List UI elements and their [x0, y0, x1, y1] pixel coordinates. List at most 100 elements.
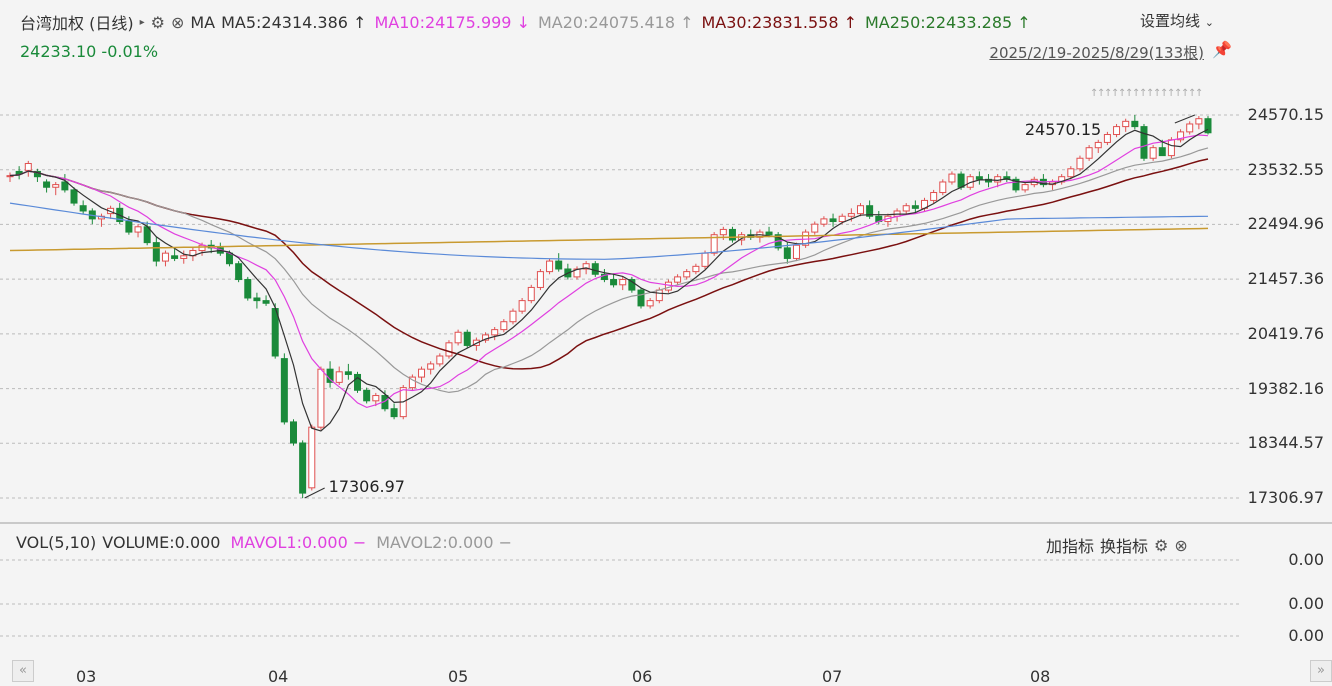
- candle-body: [1158, 147, 1166, 157]
- volume-y-tick: 0.00: [1288, 550, 1324, 569]
- x-tick-label: 05: [448, 667, 469, 686]
- volume-values: VOLUME:0.000 MAVOL1:0.000 − MAVOL2:0.000 −: [102, 533, 522, 552]
- candle-body: [847, 213, 855, 217]
- candle-body: [628, 279, 636, 291]
- set-ma-label: 设置均线: [1139, 12, 1200, 30]
- low-arrow: [304, 487, 325, 499]
- play-arrow-icon[interactable]: ▸: [139, 16, 145, 28]
- candle-body: [655, 289, 663, 302]
- ma-values: MA5:24314.386 ↑ MA10:24175.999 ↓ MA20:2407…: [221, 13, 1039, 32]
- candle-body: [344, 371, 352, 375]
- high-arrow: [1174, 114, 1196, 124]
- candle-body: [1149, 147, 1157, 159]
- candle-body: [1167, 139, 1175, 157]
- gear-icon[interactable]: ⚙: [1154, 535, 1169, 555]
- ma20-line: [9, 147, 1209, 394]
- x-tick-label: 03: [76, 667, 97, 686]
- candle-body: [454, 331, 462, 344]
- indicator-buttons: 加指标 换指标 ⚙ ⊗: [1046, 533, 1194, 557]
- candle-body: [930, 192, 938, 201]
- candle-body: [1204, 118, 1212, 134]
- pin-icon[interactable]: 📌: [1212, 40, 1232, 59]
- add-indicator-button[interactable]: 加指标: [1046, 537, 1095, 556]
- candle-body: [408, 376, 416, 389]
- candle-body: [280, 358, 288, 423]
- volume-header: VOL(5,10) VOLUME:0.000 MAVOL1:0.000 − MAVO…: [16, 533, 528, 552]
- marker-arrow: ↑: [1132, 88, 1140, 99]
- marker-arrow: ↑: [1111, 88, 1119, 99]
- ma30-line: [9, 158, 1209, 370]
- gear-icon[interactable]: ⚙: [150, 12, 165, 32]
- chart-header: 台湾加权 (日线) ▸ ⚙ ⊗ MA MA5:24314.386 ↑ MA10:2…: [20, 10, 1045, 34]
- scroll-right-button[interactable]: »: [1310, 660, 1332, 682]
- marker-arrow: ↑: [1097, 88, 1105, 99]
- set-ma-button[interactable]: 设置均线 ⌄: [1140, 10, 1214, 31]
- marker-arrow: ↑: [1160, 88, 1168, 99]
- ma-value-2: MA20:24075.418 ↑: [537, 12, 694, 32]
- candle-body: [582, 263, 590, 270]
- candle-body: [527, 286, 535, 302]
- y-tick-label: 20419.76: [1247, 323, 1324, 343]
- ma-value-3: MA30:23831.558 ↑: [701, 12, 857, 32]
- candle-body: [536, 271, 544, 288]
- candle-body: [719, 228, 727, 236]
- date-range[interactable]: 2025/2/19-2025/8/29(133根): [989, 44, 1204, 62]
- candle-body: [1012, 178, 1020, 191]
- candle-body: [1094, 141, 1102, 149]
- candle-body: [674, 276, 682, 283]
- candle-body: [152, 242, 160, 262]
- y-tick-label: 21457.36: [1247, 269, 1324, 289]
- y-tick-label: 18344.57: [1247, 433, 1324, 453]
- candle-body: [198, 244, 206, 252]
- candle-body: [125, 221, 133, 233]
- candle-body: [948, 173, 956, 183]
- close-icon[interactable]: ⊗: [1174, 535, 1188, 555]
- candle-body: [792, 244, 800, 259]
- marker-arrow: ↑: [1153, 88, 1161, 99]
- close-icon[interactable]: ⊗: [170, 12, 185, 32]
- chart-title[interactable]: 台湾加权 (日线): [20, 14, 134, 33]
- candle-body: [436, 355, 444, 365]
- candle-body: [482, 334, 490, 341]
- candle-body: [902, 205, 910, 212]
- candle-body: [692, 265, 700, 273]
- marker-arrow: ↑: [1188, 88, 1196, 99]
- candle-body: [994, 176, 1002, 183]
- candle-body: [683, 271, 691, 278]
- ma-value-0: MA5:24314.386 ↑: [221, 12, 367, 32]
- candle-body: [1195, 118, 1203, 125]
- candle-body: [664, 281, 672, 291]
- candle-body: [1177, 131, 1185, 141]
- candle-body: [24, 163, 32, 171]
- candle-body: [372, 395, 380, 402]
- y-tick-label: 19382.16: [1247, 378, 1324, 398]
- candle-body: [299, 442, 307, 494]
- switch-indicator-button[interactable]: 换指标: [1100, 537, 1149, 556]
- y-tick-label: 23532.55: [1247, 159, 1324, 179]
- candle-body: [289, 421, 297, 444]
- volume-y-tick: 0.00: [1288, 594, 1324, 613]
- ma250-line: [9, 227, 1209, 252]
- candle-body: [15, 170, 23, 175]
- pane-separator[interactable]: [0, 522, 1332, 524]
- low-annotation: 17306.97: [329, 477, 405, 496]
- x-tick-label: 06: [632, 667, 653, 686]
- marker-arrow: ↑: [1195, 88, 1203, 99]
- y-tick-label: 17306.97: [1247, 488, 1324, 507]
- y-tick-label: 24570.15: [1247, 105, 1324, 124]
- candle-body: [518, 300, 526, 312]
- candle-body: [445, 342, 453, 357]
- candle-body: [765, 231, 773, 236]
- candle-body: [1122, 120, 1130, 128]
- candle-body: [354, 373, 362, 391]
- scroll-left-button[interactable]: «: [12, 660, 34, 682]
- candle-body: [500, 321, 508, 331]
- ma-label: MA: [190, 12, 216, 32]
- volume-title: VOL(5,10): [16, 533, 97, 552]
- x-tick-label: 07: [822, 667, 843, 686]
- candle-body: [262, 300, 270, 304]
- candle-body: [335, 371, 343, 383]
- candle-body: [70, 189, 78, 204]
- candle-body: [1113, 126, 1121, 136]
